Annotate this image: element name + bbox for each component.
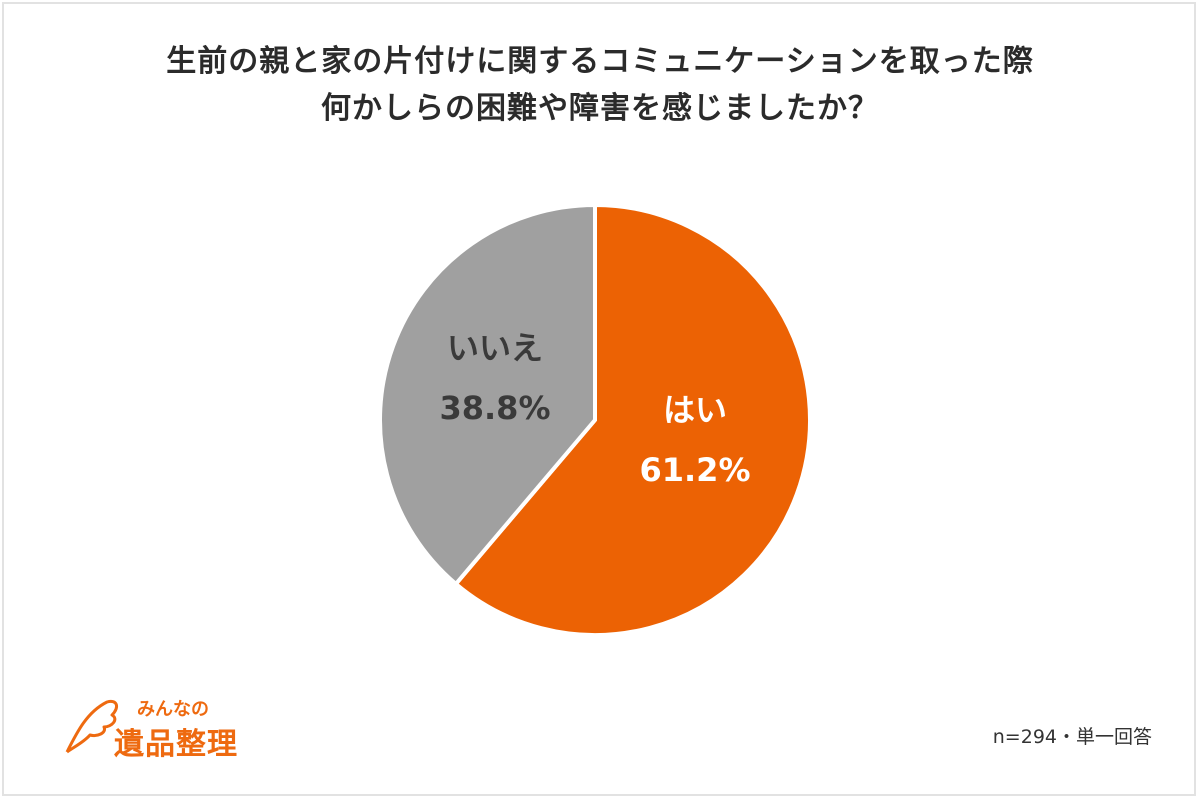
pie-slice-no <box>378 203 597 586</box>
slice-label-yes: はい 61.2% <box>595 380 795 500</box>
pie-slice-yes <box>453 203 812 637</box>
wing-icon <box>65 699 119 754</box>
title-line-1: 生前の親と家の片付けに関するコミュニケーションを取った際 <box>166 44 1034 79</box>
logo-line-1: みんなの <box>137 699 209 720</box>
sample-note: n=294・単一回答 <box>992 726 1152 748</box>
slice-label-no-value: 38.8% <box>439 389 551 427</box>
slice-label-yes-value: 61.2% <box>639 451 751 489</box>
chart-title: 生前の親と家の片付けに関するコミュニケーションを取った際 何かしらの困難や障害を… <box>0 38 1200 132</box>
logo-line-2: 遺品整理 <box>114 727 238 762</box>
title-line-2: 何かしらの困難や障害を感じましたか？ <box>321 91 879 126</box>
slice-label-yes-name: はい <box>662 391 727 429</box>
slice-label-no-name: いいえ <box>446 329 543 367</box>
slice-label-no: いいえ 38.8% <box>395 318 595 438</box>
